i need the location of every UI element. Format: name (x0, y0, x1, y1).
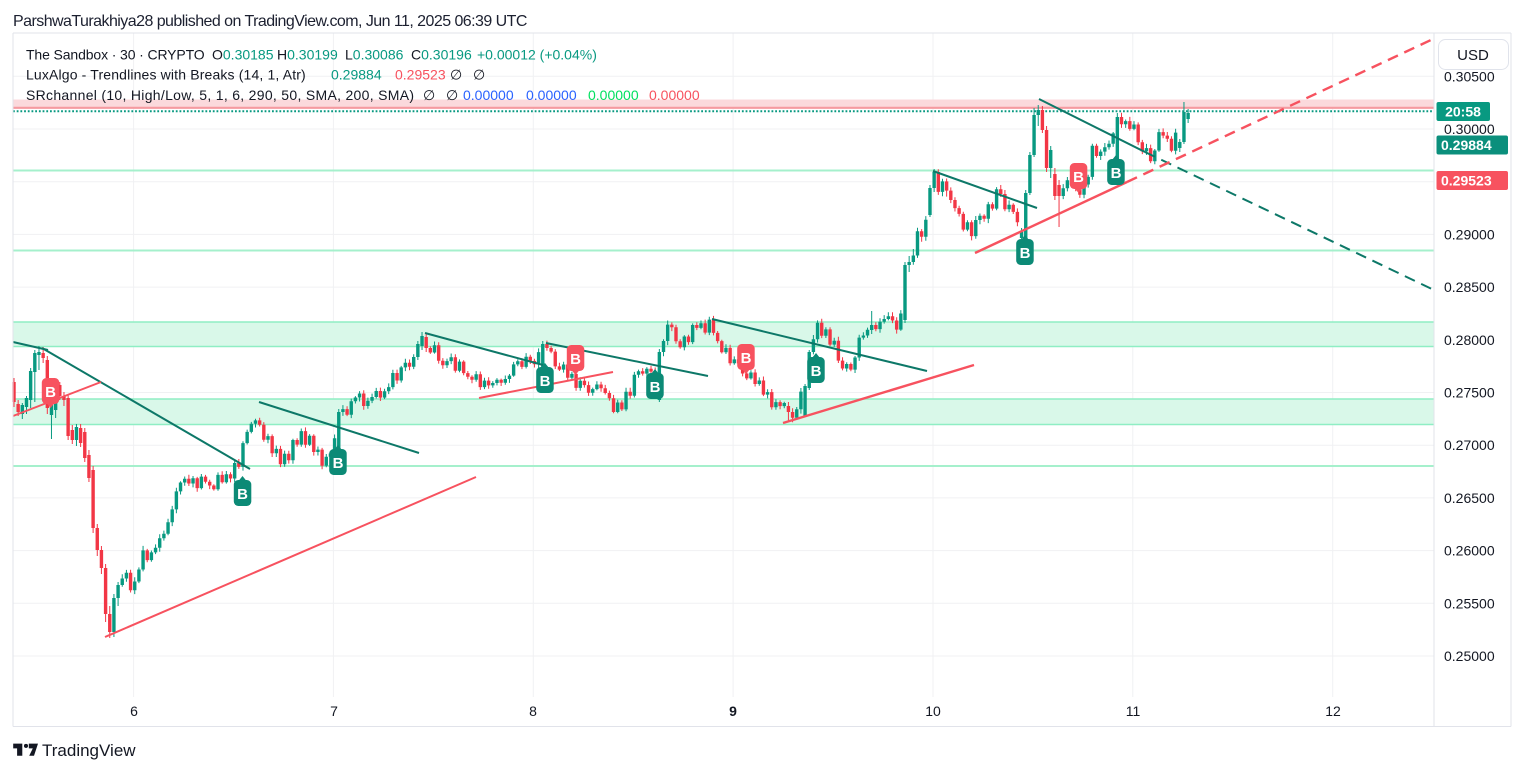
svg-text:USD: USD (1457, 47, 1489, 64)
svg-text:0.28000: 0.28000 (1444, 332, 1495, 348)
svg-text:0.29523: 0.29523 (1441, 173, 1492, 189)
svg-text:0.27500: 0.27500 (1444, 385, 1495, 401)
svg-text:8: 8 (529, 703, 537, 719)
svg-text:B: B (540, 373, 551, 390)
svg-text:SRchannel (10, High/Low, 5, 1,: SRchannel (10, High/Low, 5, 1, 6, 290, 5… (26, 87, 700, 103)
svg-text:0.25500: 0.25500 (1444, 595, 1495, 611)
svg-text:20:58: 20:58 (1445, 104, 1481, 120)
svg-text:9: 9 (729, 703, 737, 719)
svg-text:0.29000: 0.29000 (1444, 226, 1495, 242)
svg-text:B: B (1020, 245, 1031, 262)
svg-text:0.30500: 0.30500 (1444, 68, 1495, 84)
svg-text:0.28500: 0.28500 (1444, 279, 1495, 295)
svg-text:0.25000: 0.25000 (1444, 648, 1495, 664)
svg-text:LuxAlgo - Trendlines with Brea: LuxAlgo - Trendlines with Breaks (14, 1,… (26, 67, 485, 83)
svg-text:0.27000: 0.27000 (1444, 437, 1495, 453)
svg-text:7: 7 (330, 703, 338, 719)
svg-text:0.26000: 0.26000 (1444, 543, 1495, 559)
svg-text:10: 10 (925, 703, 941, 719)
svg-text:6: 6 (130, 703, 138, 719)
svg-text:B: B (811, 363, 822, 380)
svg-text:B: B (45, 384, 56, 401)
svg-text:B: B (1111, 165, 1122, 182)
svg-text:0.29884: 0.29884 (1441, 137, 1492, 153)
svg-text:ParshwaTurakhiya28 published o: ParshwaTurakhiya28 published on TradingV… (13, 13, 527, 30)
svg-text:B: B (333, 455, 344, 472)
svg-text:B: B (741, 350, 752, 367)
svg-text:B: B (237, 486, 248, 503)
svg-text:0.26500: 0.26500 (1444, 490, 1495, 506)
svg-text:11: 11 (1126, 703, 1141, 719)
svg-text:0.30000: 0.30000 (1444, 121, 1495, 137)
svg-text:B: B (570, 351, 581, 368)
svg-text:B: B (1073, 169, 1084, 186)
svg-text:B: B (650, 379, 661, 396)
svg-text:TradingView: TradingView (42, 741, 136, 760)
svg-text:12: 12 (1325, 703, 1341, 719)
